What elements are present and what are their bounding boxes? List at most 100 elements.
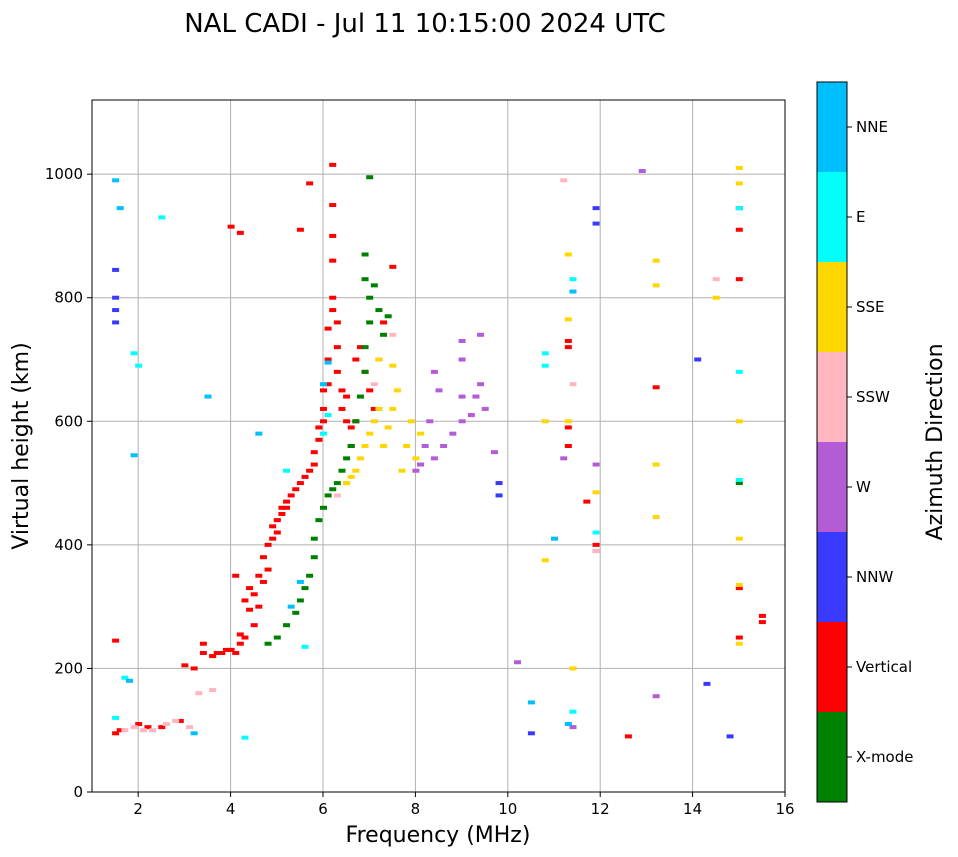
data-point — [121, 675, 129, 680]
colorbar-label: Azimuth Direction — [923, 343, 948, 540]
data-point — [370, 382, 378, 387]
data-point — [320, 419, 327, 424]
data-point — [495, 493, 503, 498]
data-point — [283, 623, 291, 628]
data-point — [758, 613, 766, 618]
data-point — [320, 431, 327, 436]
data-point — [421, 444, 429, 448]
data-point — [236, 230, 244, 235]
y-tick-label: 400 — [54, 536, 83, 554]
data-point — [541, 558, 549, 563]
data-point — [320, 382, 327, 387]
data-point — [333, 369, 341, 374]
data-point — [112, 267, 120, 272]
data-point — [564, 252, 572, 257]
data-point — [333, 481, 341, 486]
data-point — [324, 493, 332, 498]
data-point — [624, 734, 632, 739]
data-point — [384, 425, 392, 430]
data-point — [490, 450, 498, 455]
data-point — [255, 431, 263, 436]
x-axis-ticks: 2 4 6 8 10 12 14 16 — [133, 792, 795, 818]
data-point — [361, 345, 369, 350]
data-point — [389, 406, 397, 411]
data-point — [564, 338, 572, 343]
data-point — [158, 725, 166, 730]
data-point — [393, 388, 401, 393]
data-point — [343, 419, 351, 424]
plot-frame — [91, 99, 786, 793]
data-marks — [112, 162, 766, 740]
data-point — [112, 295, 120, 300]
data-point — [356, 394, 364, 399]
data-point — [352, 468, 360, 473]
x-tick-label: 6 — [318, 800, 328, 818]
data-point — [315, 425, 323, 430]
data-point — [569, 709, 577, 714]
data-point — [287, 604, 295, 609]
data-point — [361, 252, 369, 257]
data-point — [652, 515, 660, 520]
y-tick-label: 1000 — [45, 165, 83, 183]
data-point — [347, 474, 355, 479]
data-point — [541, 351, 549, 356]
data-point — [560, 456, 568, 461]
data-point — [370, 406, 378, 411]
data-point — [158, 215, 166, 220]
data-point — [495, 481, 503, 486]
series-x-mode — [264, 175, 743, 646]
data-point — [361, 444, 369, 448]
data-point — [246, 586, 254, 591]
data-point — [255, 604, 263, 609]
data-point — [652, 283, 660, 288]
data-point — [564, 444, 572, 448]
data-point — [273, 530, 281, 535]
data-point — [338, 388, 346, 393]
y-tick-label: 0 — [73, 783, 83, 801]
data-point — [209, 688, 217, 693]
series-nnw — [112, 206, 743, 739]
data-point — [306, 468, 314, 473]
data-point — [301, 644, 309, 649]
data-point — [329, 487, 337, 492]
data-point — [592, 542, 600, 547]
data-point — [218, 650, 226, 655]
data-point — [735, 181, 743, 186]
data-point — [292, 610, 300, 615]
data-point — [213, 650, 221, 655]
data-point — [735, 583, 743, 588]
data-point — [338, 468, 346, 473]
data-point — [287, 493, 295, 498]
data-point — [541, 363, 549, 368]
x-axis-label: Frequency (MHz) — [346, 823, 531, 848]
data-point — [329, 203, 337, 208]
data-point — [112, 308, 120, 313]
data-point — [352, 419, 360, 424]
data-point — [375, 406, 383, 411]
y-tick-label: 600 — [54, 412, 83, 430]
x-tick-label: 10 — [498, 800, 517, 818]
data-point — [477, 382, 485, 387]
data-point — [310, 536, 318, 541]
data-point — [735, 477, 743, 482]
data-point — [389, 264, 397, 269]
data-point — [306, 573, 314, 578]
data-point — [712, 277, 720, 282]
data-point — [541, 419, 549, 424]
data-point — [292, 487, 300, 492]
data-point — [144, 725, 152, 730]
data-point — [583, 499, 591, 504]
data-point — [347, 425, 355, 430]
y-axis-ticks: 0 200 400 600 800 1000 — [45, 165, 92, 801]
data-point — [296, 227, 304, 232]
data-point — [356, 456, 364, 461]
data-point — [592, 549, 600, 554]
data-point — [241, 598, 249, 603]
data-point — [477, 332, 485, 337]
colorbar-frame — [816, 81, 848, 803]
data-point — [139, 728, 147, 733]
x-tick-label: 2 — [133, 800, 143, 818]
series-vertical — [112, 162, 766, 739]
data-point — [403, 444, 411, 448]
data-point — [735, 641, 743, 646]
